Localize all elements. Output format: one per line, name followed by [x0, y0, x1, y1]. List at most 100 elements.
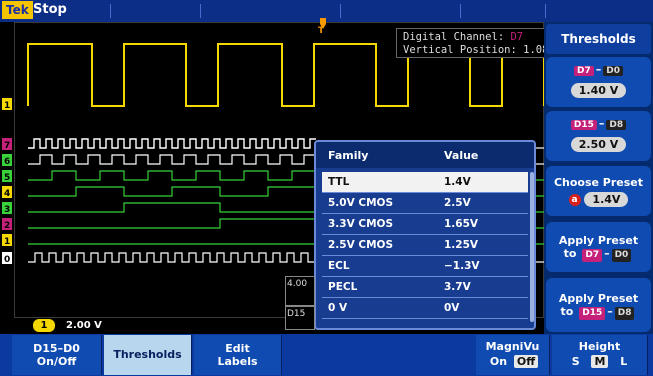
preset-row-5v-cmos[interactable]: 5.0V CMOS 2.5V — [322, 193, 528, 214]
height-l: L — [620, 355, 628, 368]
preset-family: PECL — [328, 281, 358, 293]
choose-preset-value: 1.4V — [584, 192, 629, 207]
preset-family: ECL — [328, 260, 350, 272]
magnivu-button[interactable]: MagniVu On Off — [476, 335, 550, 375]
height-button[interactable]: Height S M L — [552, 335, 648, 375]
preset-family: TTL — [328, 176, 350, 188]
side-menu: Thresholds D7– D0 1.40 V D15– D8 2.50 V Ch… — [544, 22, 653, 334]
channel-marker-label: 7 — [4, 141, 10, 151]
preset-row-pecl[interactable]: PECL 3.7V — [322, 277, 528, 298]
graticule — [14, 22, 544, 318]
preset-value: −1.3V — [444, 260, 480, 272]
digital-trace — [28, 202, 316, 213]
status-divider — [110, 4, 111, 18]
choose-preset-label: Choose Preset — [553, 176, 644, 189]
range-hi-chip: D7 — [582, 249, 603, 262]
channel-marker[interactable] — [2, 234, 12, 246]
choose-preset-button[interactable]: Choose Preset a 1.4V — [546, 166, 651, 216]
range-hi-chip: D15 — [570, 120, 597, 130]
d15-d0-onoff-button[interactable]: D15–D0 On/Off — [12, 335, 102, 375]
preset-row-ecl[interactable]: ECL −1.3V — [322, 256, 528, 277]
ch1-badge[interactable]: 1 — [33, 319, 55, 332]
readout-position: 1.08 — [523, 44, 546, 56]
channel-marker-label: 6 — [4, 157, 10, 167]
horizontal-scale-readout: 4.00 — [285, 276, 315, 306]
channel-marker-label: 0 — [4, 255, 10, 265]
preset-family: 2.5V CMOS — [328, 239, 394, 251]
status-divider — [200, 4, 201, 18]
preset-row-0v[interactable]: 0 V 0V — [322, 298, 528, 319]
button-line: Edit — [225, 342, 250, 355]
digital-channel-readout: Digital Channel: D7 Vertical Position: 1… — [396, 28, 546, 58]
channel-marker-label: 1 — [4, 237, 10, 247]
apply-preset-prefix: to — [560, 305, 574, 318]
value-header: Value — [444, 149, 479, 162]
digital-trace — [28, 138, 316, 149]
threshold-d7-d0-button[interactable]: D7– D0 1.40 V — [546, 57, 651, 107]
range-lo-chip: D0 — [611, 249, 632, 262]
side-menu-title: Thresholds — [546, 24, 651, 54]
magnivu-off: Off — [513, 355, 539, 368]
digital-trace — [28, 154, 316, 165]
button-line: Labels — [217, 355, 258, 368]
thresholds-button[interactable]: Thresholds — [104, 335, 192, 375]
threshold-d7-d0-value: 1.40 V — [570, 83, 627, 98]
range-lo-chip: D8 — [606, 120, 627, 130]
preset-value: 1.65V — [444, 218, 479, 230]
status-divider — [340, 4, 341, 18]
channel-markers: 1 7 6 5 4 3 2 1 0 — [2, 98, 12, 265]
horizontal-scale-value: 4.00 — [287, 279, 308, 289]
channel-marker-label: 2 — [4, 221, 10, 231]
channel-marker[interactable] — [2, 170, 12, 182]
apply-preset-prefix: to — [563, 247, 577, 260]
edit-labels-button[interactable]: Edit Labels — [194, 335, 282, 375]
magnivu-on: On — [489, 355, 508, 368]
preset-row-2v5-cmos[interactable]: 2.5V CMOS 1.25V — [322, 235, 528, 256]
preset-table-header: Family Value — [316, 142, 534, 168]
channel-marker[interactable] — [2, 138, 12, 150]
preset-value: 0V — [444, 302, 460, 314]
run-status: Stop — [33, 2, 67, 17]
channel-marker[interactable] — [2, 154, 12, 166]
channel-marker-label: 1 — [4, 101, 10, 111]
threshold-d15-d8-value: 2.50 V — [570, 137, 627, 152]
preset-table[interactable]: Family Value TTL 1.4V 5.0V CMOS 2.5V 3.3… — [314, 140, 536, 330]
ch1-waveform — [27, 43, 545, 107]
knob-a-icon: a — [568, 194, 581, 206]
channel-marker[interactable] — [2, 186, 12, 198]
digital-trace — [28, 252, 316, 263]
preset-value: 3.7V — [444, 281, 471, 293]
status-divider — [460, 4, 461, 18]
apply-preset-label: Apply Preset — [558, 292, 639, 305]
preset-family: 5.0V CMOS — [328, 197, 394, 209]
range-hi-chip: D15 — [579, 307, 606, 320]
trigger-position-marker[interactable]: T — [318, 18, 326, 36]
preset-row-3v3-cmos[interactable]: 3.3V CMOS 1.65V — [322, 214, 528, 235]
preset-row-ttl[interactable]: TTL 1.4V — [322, 172, 528, 193]
channel-marker[interactable] — [2, 98, 12, 110]
channel-marker[interactable] — [2, 218, 12, 230]
apply-preset-d7-d0-button[interactable]: Apply Preset to D7– D0 — [546, 222, 651, 272]
channel-marker-label: 5 — [4, 173, 10, 183]
magnivu-label: MagniVu — [485, 340, 540, 353]
channel-marker[interactable] — [2, 202, 12, 214]
channel-marker-label: 3 — [4, 205, 10, 215]
empty-menu-slot — [284, 335, 474, 375]
apply-preset-d15-d8-button[interactable]: Apply Preset to D15– D8 — [546, 278, 651, 332]
preset-family: 0 V — [328, 302, 348, 314]
channel-marker[interactable] — [2, 252, 12, 264]
apply-preset-label: Apply Preset — [558, 234, 639, 247]
svg-text:T: T — [318, 26, 325, 36]
digital-trace — [28, 186, 316, 197]
readout-label: Digital Channel: — [403, 31, 505, 43]
status-divider — [545, 4, 546, 18]
threshold-d15-d8-button[interactable]: D15– D8 2.50 V — [546, 111, 651, 161]
preset-value: 2.5V — [444, 197, 471, 209]
preset-family: 3.3V CMOS — [328, 218, 394, 230]
preset-value: 1.4V — [444, 176, 471, 188]
digital-trace — [28, 218, 316, 229]
readout-label: Vertical Position: — [403, 44, 517, 56]
preset-table-scrollbar[interactable] — [530, 172, 534, 322]
digital-range-readout: D15 — [285, 306, 315, 330]
